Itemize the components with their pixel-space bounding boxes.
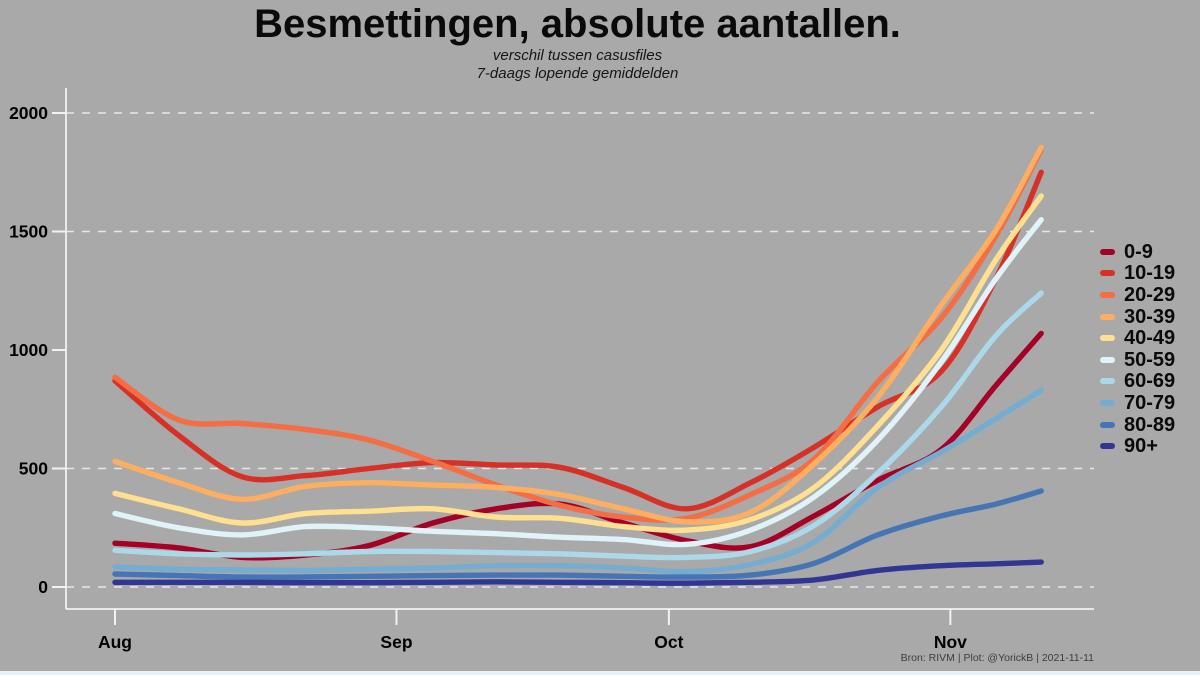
legend-label-70-79: 70-79 [1124, 391, 1176, 414]
legend-label-0-9: 0-9 [1124, 240, 1153, 263]
y-tick-label-0: 0 [38, 577, 48, 597]
legend-item-80-89: 80-89 [1100, 414, 1175, 436]
legend-item-20-29: 20-29 [1100, 284, 1175, 306]
x-tick-label-Aug: Aug [98, 632, 132, 652]
chart-subtitle-line1: verschil tussen casusfiles [492, 47, 663, 64]
x-tick-label-Oct: Oct [654, 632, 683, 652]
legend-item-90+: 90+ [1100, 435, 1175, 457]
legend-color-dash-80-89 [1100, 421, 1115, 428]
legend-label-80-89: 80-89 [1124, 413, 1176, 436]
legend-item-30-39: 30-39 [1100, 306, 1175, 328]
series-line-20-29 [112, 147, 1044, 523]
legend-color-dash-70-79 [1100, 399, 1115, 406]
chart-header: Besmettingen, absolute aantallen. versch… [0, 0, 1155, 83]
series-line-40-49 [112, 193, 1044, 534]
legend-color-dash-90+ [1100, 443, 1115, 450]
legend-label-50-59: 50-59 [1124, 348, 1176, 371]
series-line-60-69 [112, 290, 1044, 561]
legend-color-dash-50-59 [1100, 356, 1115, 363]
chart-subtitle-line2: 7-daags lopende gemiddelden [476, 65, 679, 82]
series-line-10-19 [112, 169, 1044, 512]
legend-label-30-39: 30-39 [1124, 305, 1176, 328]
y-tick-label-1000: 1000 [9, 340, 48, 360]
series-line-90+ [112, 559, 1044, 586]
x-tick-label-Nov: Nov [934, 632, 967, 652]
legend-color-dash-40-49 [1100, 335, 1115, 342]
legend-color-dash-10-19 [1100, 270, 1115, 277]
y-tick-label-500: 500 [19, 459, 48, 479]
bottom-edge-strip [0, 671, 1200, 675]
legend-color-dash-0-9 [1100, 248, 1115, 255]
legend-item-0-9: 0-9 [1100, 241, 1175, 263]
y-tick-label-1500: 1500 [9, 222, 48, 242]
legend-item-10-19: 10-19 [1100, 263, 1175, 285]
legend-label-10-19: 10-19 [1124, 262, 1176, 285]
x-tick-label-Sep: Sep [380, 632, 412, 652]
source-credit: Bron: RIVM | Plot: @YorickB | 2021-11-11 [900, 652, 1094, 664]
legend-item-40-49: 40-49 [1100, 327, 1175, 349]
series-line-30-39 [112, 144, 1044, 525]
legend-label-90+: 90+ [1124, 435, 1158, 458]
legend-label-40-49: 40-49 [1124, 327, 1176, 350]
chart-title: Besmettingen, absolute aantallen. [254, 2, 901, 46]
legend-item-50-59: 50-59 [1100, 349, 1175, 371]
legend-color-dash-60-69 [1100, 378, 1115, 385]
series-line-80-89 [112, 488, 1044, 580]
legend-color-dash-20-29 [1100, 291, 1115, 298]
legend: 0-9 10-19 20-29 30-39 40-49 50-59 60-69 70-79 80… [1100, 241, 1175, 457]
legend-color-dash-30-39 [1100, 313, 1115, 320]
legend-label-60-69: 60-69 [1124, 370, 1176, 393]
legend-item-70-79: 70-79 [1100, 392, 1175, 414]
legend-item-60-69: 60-69 [1100, 371, 1175, 393]
y-tick-label-2000: 2000 [9, 103, 48, 123]
series-line-70-79 [112, 387, 1044, 575]
series-line-50-59 [112, 217, 1044, 548]
legend-label-20-29: 20-29 [1124, 283, 1176, 306]
